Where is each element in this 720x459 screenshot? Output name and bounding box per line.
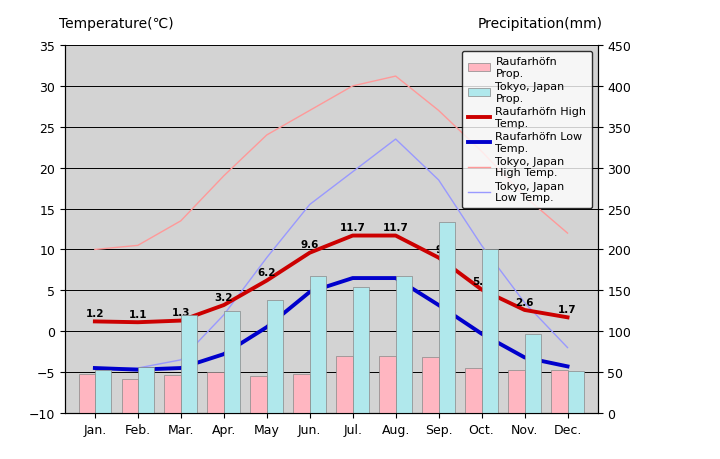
Text: 5.1: 5.1 (472, 277, 491, 286)
Bar (310, 276, 326, 413)
Text: 1.7: 1.7 (558, 304, 577, 314)
Text: Temperature(℃): Temperature(℃) (60, 17, 174, 31)
Bar (438, 222, 455, 413)
Text: 3.2: 3.2 (215, 292, 233, 302)
Bar (336, 356, 353, 413)
Text: Precipitation(mm): Precipitation(mm) (478, 17, 603, 31)
Text: 9: 9 (435, 245, 442, 255)
Bar (207, 372, 224, 413)
Bar (122, 379, 138, 413)
Bar (138, 367, 154, 413)
Text: 2.6: 2.6 (516, 297, 534, 307)
Bar (465, 368, 482, 413)
Bar (95, 371, 111, 413)
Bar (164, 375, 181, 413)
Bar (396, 276, 412, 413)
Text: 1.1: 1.1 (129, 309, 147, 319)
Text: 11.7: 11.7 (383, 223, 408, 233)
Bar (508, 371, 525, 413)
Text: 1.2: 1.2 (86, 308, 104, 319)
Bar (525, 334, 541, 413)
Bar (423, 358, 438, 413)
Bar (552, 371, 567, 413)
Bar (224, 311, 240, 413)
Text: 1.3: 1.3 (171, 308, 190, 318)
Text: 6.2: 6.2 (258, 268, 276, 278)
Bar (567, 371, 584, 413)
Bar (181, 315, 197, 413)
Bar (266, 301, 283, 413)
Bar (482, 250, 498, 413)
Bar (379, 356, 396, 413)
Bar (78, 374, 95, 413)
Bar (293, 374, 310, 413)
Legend: Raufarhöfn
Prop., Tokyo, Japan
Prop., Raufarhöfn High
Temp., Raufarhöfn Low
Temp: Raufarhöfn Prop., Tokyo, Japan Prop., Ra… (462, 51, 592, 208)
Bar (353, 287, 369, 413)
Text: 9.6: 9.6 (300, 240, 319, 250)
Bar (251, 376, 266, 413)
Text: 11.7: 11.7 (340, 223, 366, 233)
